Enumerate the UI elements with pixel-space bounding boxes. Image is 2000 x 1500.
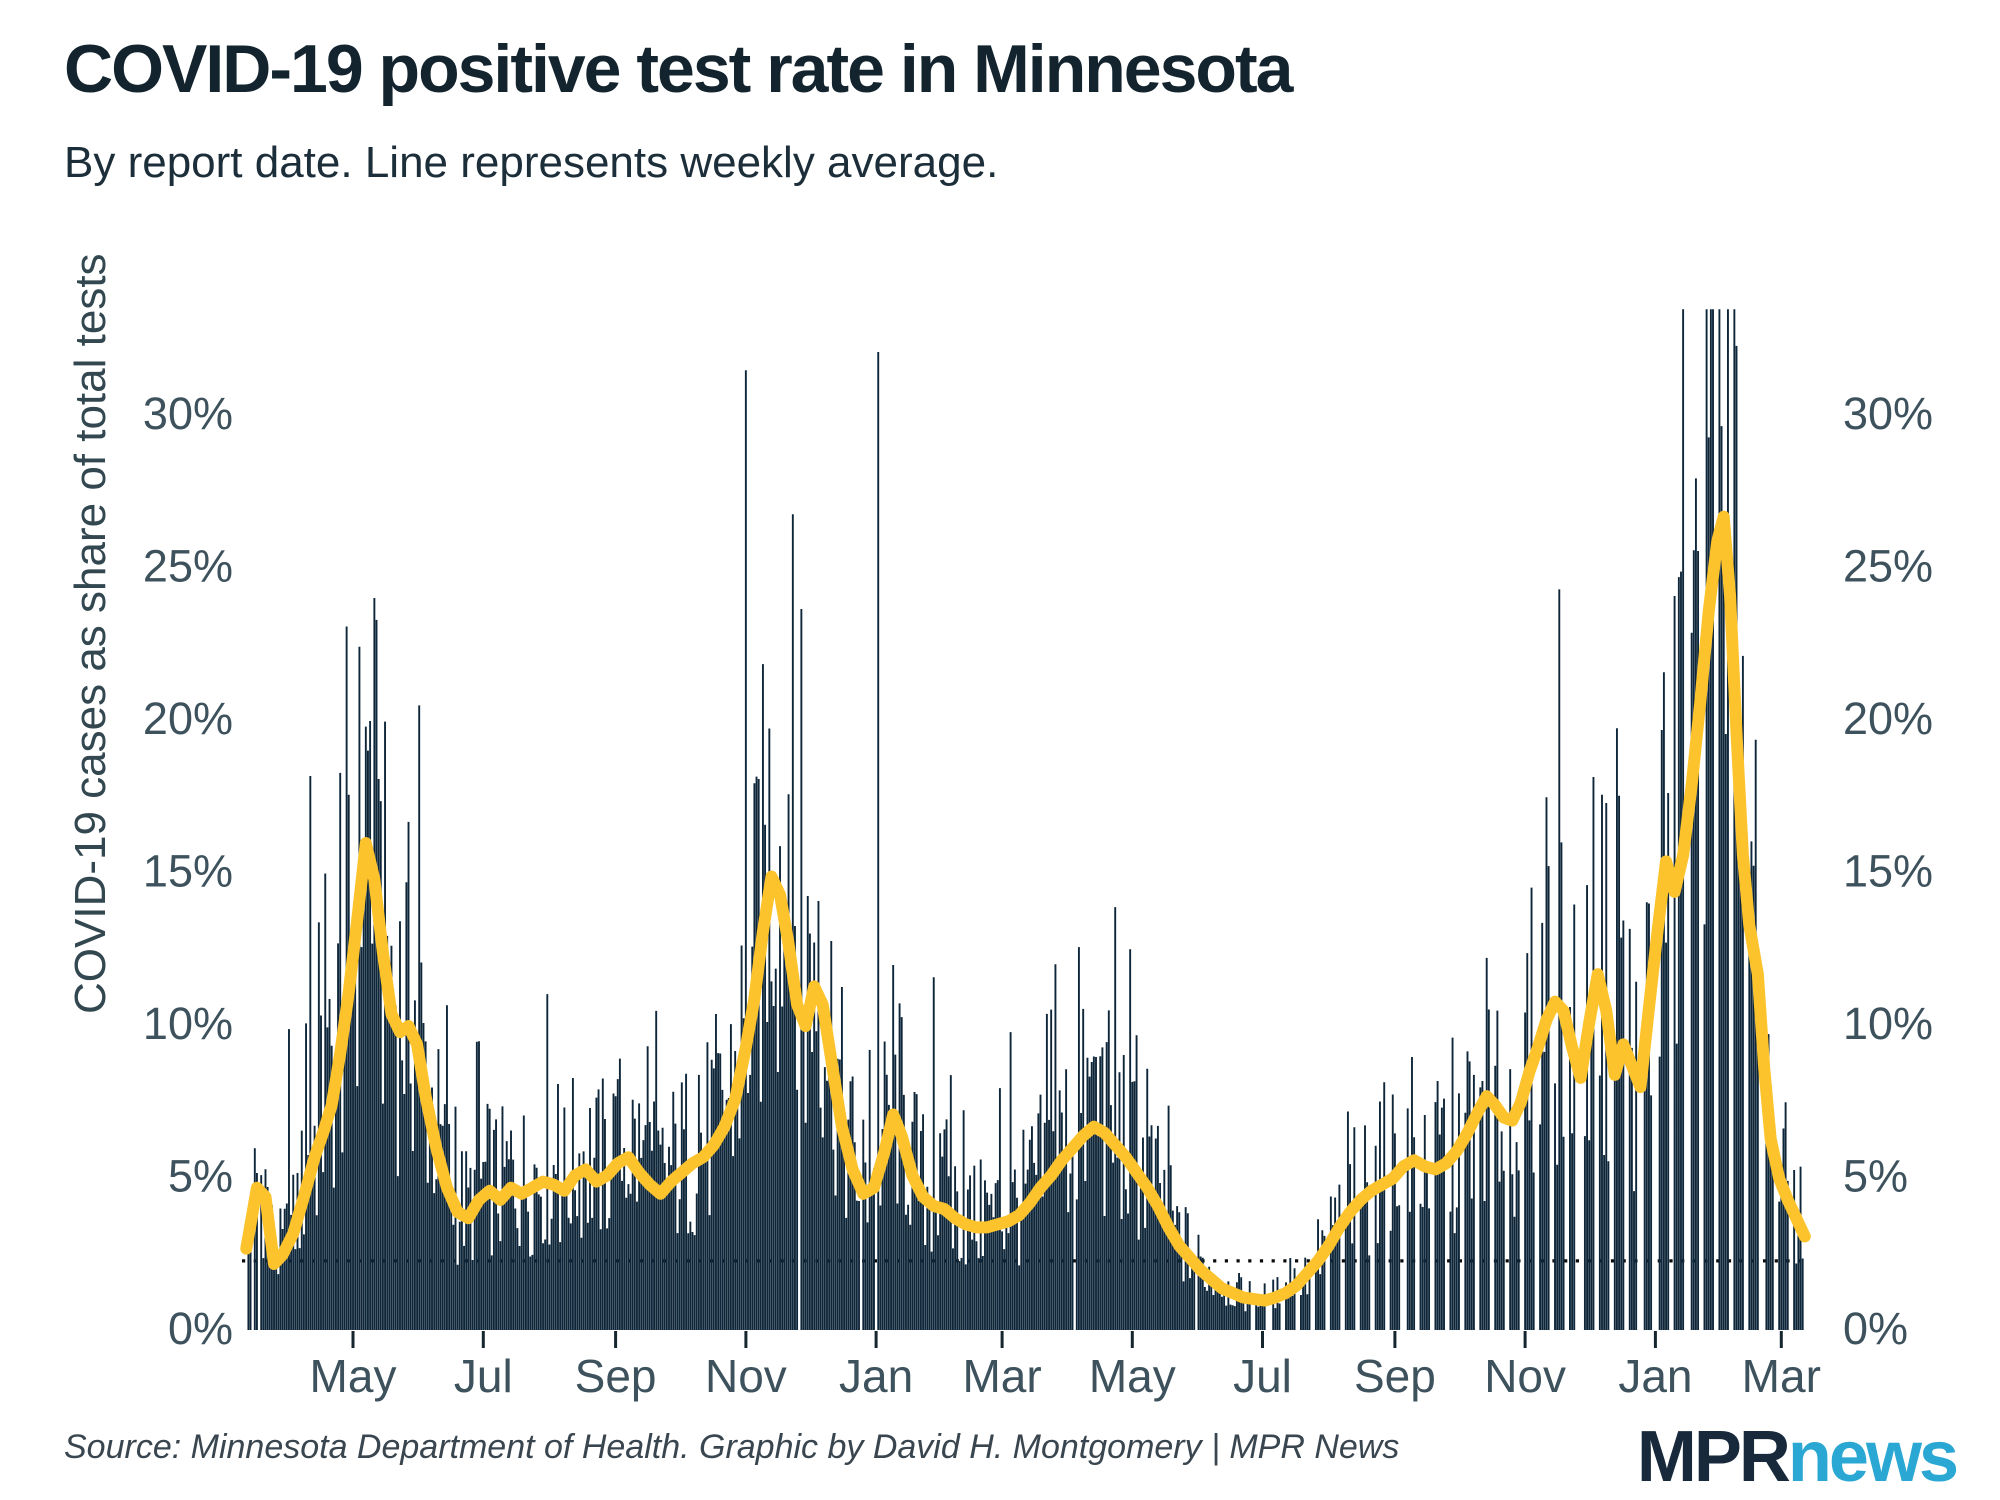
y-axis-tick-label-left: 25%: [143, 541, 233, 592]
logo-mpr-text: MPR: [1636, 1417, 1791, 1497]
x-axis-month-label: Sep: [575, 1350, 657, 1402]
x-axis-month-label: Jan: [839, 1350, 913, 1402]
y-axis-tick-label-left: 15%: [143, 846, 233, 897]
y-axis-tick-label-right: 10%: [1843, 998, 1933, 1049]
y-axis-tick-label-right: 0%: [1843, 1303, 1908, 1354]
x-axis-month-label: Sep: [1354, 1350, 1436, 1402]
x-axis-month-label: May: [310, 1350, 397, 1402]
mpr-news-logo: MPRnews: [1636, 1416, 1959, 1498]
source-credit: Source: Minnesota Department of Health. …: [64, 1428, 1400, 1466]
x-axis-month-label: Jul: [454, 1350, 513, 1402]
x-axis-month-label: Mar: [1742, 1350, 1821, 1402]
y-axis-tick-label-left: 5%: [168, 1151, 233, 1202]
x-axis-month-label: Nov: [1484, 1350, 1566, 1402]
x-axis-month-label: May: [1089, 1350, 1176, 1402]
y-axis-tick-label-left: 0%: [168, 1303, 233, 1354]
logo-news-text: news: [1787, 1417, 1959, 1497]
y-axis-tick-label-left: 20%: [143, 693, 233, 744]
y-axis-tick-label-left: 30%: [143, 388, 233, 439]
daily-bars: [247, 309, 1804, 1330]
y-axis-tick-label-right: 20%: [1843, 693, 1933, 744]
y-axis-tick-label-left: 10%: [143, 998, 233, 1049]
y-axis-tick-label-right: 25%: [1843, 541, 1933, 592]
weekly-average-line: [240, 510, 1811, 1307]
x-axis-month-label: Nov: [705, 1350, 787, 1402]
x-axis-month-label: Jul: [1233, 1350, 1292, 1402]
page-title: COVID-19 positive test rate in Minnesota: [64, 31, 1293, 107]
y-axis-tick-label-right: 15%: [1843, 846, 1933, 897]
x-axis-month-label: Jan: [1618, 1350, 1692, 1402]
x-axis-month-label: Mar: [962, 1350, 1041, 1402]
y-axis-tick-label-right: 30%: [1843, 388, 1933, 439]
chart-subtitle: By report date. Line represents weekly a…: [64, 138, 999, 187]
y-axis-tick-label-right: 5%: [1843, 1151, 1908, 1202]
